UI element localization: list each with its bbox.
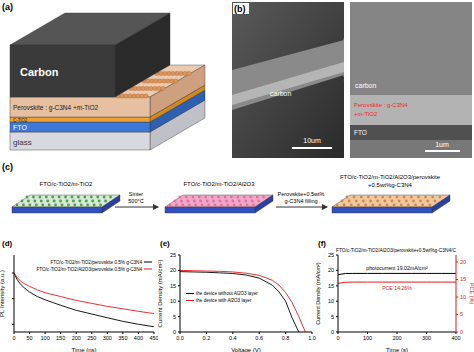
svg-text:Time (s): Time (s) [386, 347, 408, 352]
svg-text:10: 10 [170, 298, 176, 304]
svg-text:Perovskite+0.5wt%: Perovskite+0.5wt% [278, 191, 325, 197]
svg-text:250: 250 [87, 335, 96, 341]
svg-text:(c): (c) [2, 162, 13, 172]
svg-text:300: 300 [103, 335, 112, 341]
svg-text:Perovskite : g-C3N4: Perovskite : g-C3N4 [354, 102, 408, 108]
svg-text:+m-TiO2: +m-TiO2 [354, 111, 378, 117]
svg-text:5: 5 [331, 314, 334, 320]
svg-text:the device with Al2O3 layer: the device with Al2O3 layer [196, 298, 252, 303]
svg-text:(e): (e) [160, 239, 170, 248]
svg-text:FTO/c-TiO2/m-TiO2/Al2O3/perovs: FTO/c-TiO2/m-TiO2/Al2O3/perovskite:0.5% … [36, 267, 142, 272]
svg-text:PL Intensity (a.u.): PL Intensity (a.u.) [0, 270, 5, 317]
svg-text:10: 10 [328, 298, 334, 304]
svg-text:20: 20 [170, 267, 176, 273]
svg-text:10: 10 [460, 294, 466, 300]
svg-text:5: 5 [173, 314, 176, 320]
svg-text:500°C: 500°C [128, 198, 143, 204]
svg-text:g-C3N4 filling: g-C3N4 filling [284, 198, 317, 204]
svg-text:Current Density (mA/cm²): Current Density (mA/cm²) [316, 262, 321, 325]
svg-text:PCE 14.26%: PCE 14.26% [382, 285, 412, 291]
svg-text:50: 50 [26, 335, 32, 341]
svg-text:FTO: FTO [354, 129, 367, 136]
svg-text:10um: 10um [303, 137, 321, 144]
svg-text:Carbon: Carbon [20, 66, 59, 78]
svg-text:photocurrent 19.02mA/cm²: photocurrent 19.02mA/cm² [366, 265, 428, 271]
svg-text:20: 20 [328, 267, 334, 273]
svg-text:(d): (d) [2, 239, 13, 248]
svg-text:PCE (%): PCE (%) [469, 283, 474, 305]
svg-text:Perovskite : g-C3N4 +m-TiO2: Perovskite : g-C3N4 +m-TiO2 [13, 104, 99, 112]
svg-text:150: 150 [56, 335, 65, 341]
svg-text:0.2: 0.2 [203, 335, 211, 341]
svg-text:Sinter: Sinter [129, 191, 144, 197]
svg-text:0: 0 [12, 335, 15, 341]
svg-text:the device without Al2O3 layer: the device without Al2O3 layer [196, 291, 258, 296]
svg-text:FTO: FTO [13, 124, 27, 131]
svg-text:FTO/c-TiO2/m-TiO2: FTO/c-TiO2/m-TiO2 [40, 181, 93, 187]
svg-text:5: 5 [460, 311, 463, 317]
svg-text:0.8: 0.8 [282, 335, 290, 341]
svg-text:400: 400 [451, 335, 460, 341]
svg-text:Current Density (mA/cm²): Current Density (mA/cm²) [158, 259, 163, 327]
svg-text:+0.5wt%g-C3N4: +0.5wt%g-C3N4 [368, 182, 413, 188]
svg-text:200: 200 [392, 335, 401, 341]
svg-text:0: 0 [460, 329, 463, 335]
svg-text:FTO/c-TiO2/m-TiO2/Al2O3/perovs: FTO/c-TiO2/m-TiO2/Al2O3/perovskite+0.5wt… [336, 248, 456, 253]
svg-text:100: 100 [363, 335, 372, 341]
svg-text:0.4: 0.4 [229, 335, 237, 341]
svg-text:450: 450 [149, 335, 158, 341]
svg-text:400: 400 [134, 335, 143, 341]
svg-text:1.0: 1.0 [308, 335, 316, 341]
svg-text:(a): (a) [2, 2, 13, 12]
svg-text:0: 0 [331, 329, 334, 335]
svg-text:Time (ns): Time (ns) [71, 347, 96, 352]
svg-text:15: 15 [460, 276, 466, 282]
svg-text:C-TiO2: C-TiO2 [13, 118, 28, 123]
svg-text:200: 200 [72, 335, 81, 341]
svg-text:20: 20 [460, 259, 466, 265]
svg-text:0.0: 0.0 [176, 335, 184, 341]
svg-text:0: 0 [173, 329, 176, 335]
svg-text:carbon: carbon [355, 82, 377, 89]
svg-text:350: 350 [118, 335, 127, 341]
svg-text:25: 25 [328, 252, 334, 258]
svg-text:15: 15 [170, 283, 176, 289]
svg-text:0.6: 0.6 [255, 335, 263, 341]
svg-text:FTO/c-TiO2/m-TiO2/perovskite:0: FTO/c-TiO2/m-TiO2/perovskite:0.5% g-C3N4 [51, 260, 143, 265]
svg-text:carbon: carbon [270, 90, 292, 97]
svg-text:Voltage (V): Voltage (V) [231, 347, 261, 352]
svg-text:1um: 1um [435, 141, 449, 148]
svg-text:glass: glass [13, 138, 32, 147]
svg-text:(b): (b) [234, 4, 246, 14]
svg-text:300: 300 [422, 335, 431, 341]
svg-text:(f): (f) [318, 239, 326, 248]
svg-text:25: 25 [170, 252, 176, 258]
svg-text:15: 15 [328, 283, 334, 289]
svg-text:FTO/c-TiO2/m-TiO2/Al2O3/perovs: FTO/c-TiO2/m-TiO2/Al2O3/perovskite [340, 174, 441, 180]
svg-text:100: 100 [41, 335, 50, 341]
svg-text:FTO/c-TiO2/m-TiO2/Al2O3: FTO/c-TiO2/m-TiO2/Al2O3 [183, 181, 255, 187]
svg-text:0: 0 [336, 335, 339, 341]
